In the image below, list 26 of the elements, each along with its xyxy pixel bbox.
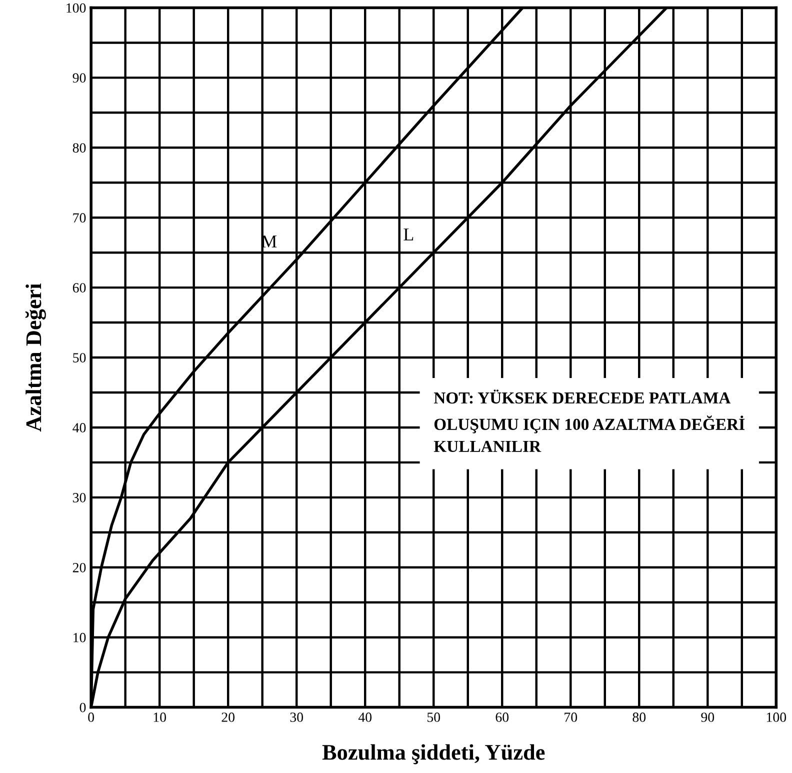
y-tick-label: 50 bbox=[73, 353, 86, 362]
y-tick-label: 30 bbox=[72, 493, 86, 502]
x-axis-title: Bozulma şiddeti, Yüzde bbox=[322, 744, 545, 764]
series-label: L bbox=[404, 228, 414, 240]
x-tick-label: 20 bbox=[222, 712, 235, 722]
y-tick-label: 40 bbox=[72, 423, 86, 432]
x-tick-label: 0 bbox=[88, 712, 94, 722]
x-tick-label: 50 bbox=[427, 712, 440, 722]
x-tick-label: 70 bbox=[564, 712, 578, 722]
y-tick-label: 60 bbox=[72, 283, 86, 293]
x-tick-label: 30 bbox=[290, 712, 304, 722]
y-axis-title: Azaltma Değeri bbox=[25, 283, 46, 432]
y-tick-label: 80 bbox=[72, 143, 86, 153]
y-tick-label: 90 bbox=[72, 73, 86, 83]
y-tick-label: 100 bbox=[66, 3, 86, 13]
x-tick-label: 40 bbox=[358, 712, 372, 722]
x-tick-label: 60 bbox=[496, 712, 509, 722]
y-tick-label: 10 bbox=[74, 632, 86, 642]
annotation: NOT: YÜKSEK DERECEDE PATLAMA OLUŞUMU IÇIN 100 AZALTMA DEĞERİ KULLANILIR bbox=[434, 390, 745, 452]
x-tick-label: 80 bbox=[632, 712, 646, 722]
x-tick-label: 100 bbox=[766, 712, 786, 722]
y-tick-label: 20 bbox=[72, 562, 86, 572]
y-tick-label: 0 bbox=[80, 702, 86, 712]
x-tick-label: 10 bbox=[154, 712, 166, 722]
x-tick-label: 90 bbox=[701, 712, 714, 722]
y-tick-label: 70 bbox=[73, 213, 86, 223]
